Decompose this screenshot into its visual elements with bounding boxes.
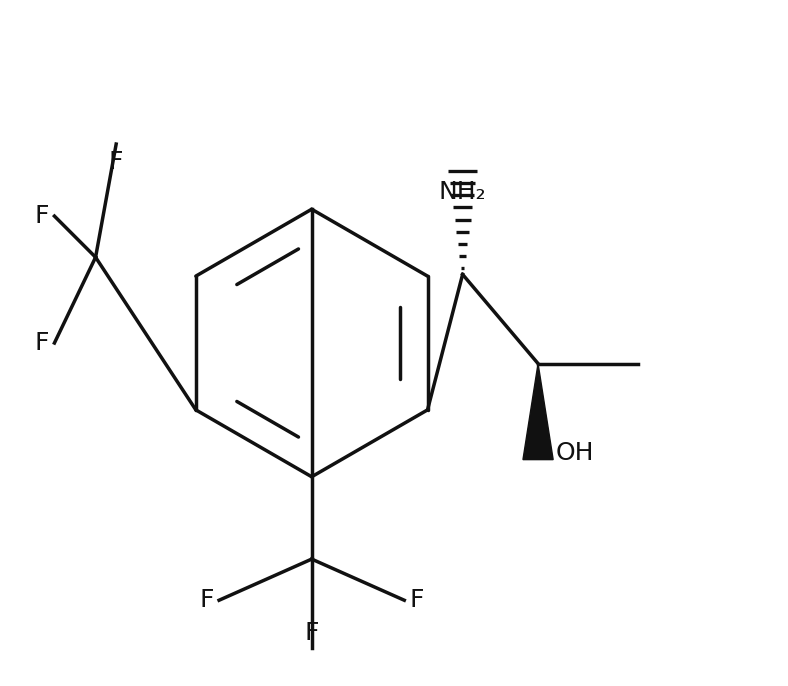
Text: NH₂: NH₂	[439, 180, 486, 204]
Text: F: F	[410, 589, 424, 612]
Polygon shape	[523, 364, 553, 460]
Text: F: F	[109, 150, 124, 174]
Text: F: F	[35, 331, 49, 355]
Text: OH: OH	[556, 441, 593, 464]
Text: F: F	[35, 204, 49, 228]
Text: F: F	[304, 621, 319, 645]
Text: F: F	[199, 589, 214, 612]
